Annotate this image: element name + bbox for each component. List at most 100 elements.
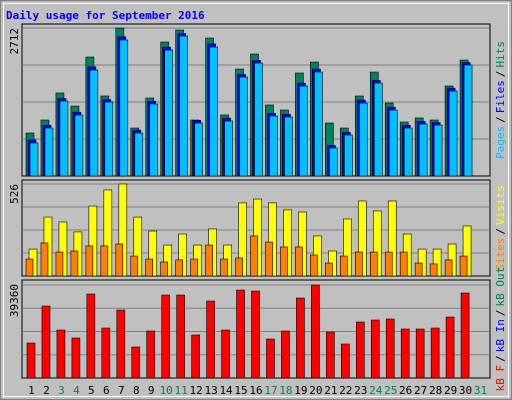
- bar: [280, 246, 288, 277]
- x-tick-label: 14: [219, 384, 233, 397]
- bar: [340, 255, 348, 277]
- x-tick-label: 29: [444, 384, 457, 397]
- x-tick-label: 12: [190, 384, 203, 397]
- legend: kB F / kB In / kB Out: [494, 267, 507, 392]
- bar: [119, 39, 129, 177]
- bar: [206, 300, 215, 379]
- bar: [145, 258, 154, 277]
- x-tick-label: 22: [339, 384, 352, 397]
- bar: [101, 327, 111, 379]
- bar: [149, 103, 159, 177]
- bar: [415, 328, 425, 379]
- bar: [388, 109, 398, 177]
- bar: [40, 242, 49, 277]
- y-max-label: 526: [8, 184, 21, 204]
- bar: [325, 262, 333, 277]
- bar: [358, 102, 368, 177]
- bar: [134, 132, 144, 177]
- bar: [460, 292, 470, 379]
- bar: [220, 258, 228, 277]
- legend-entry: kB Out: [494, 267, 507, 307]
- bar: [70, 250, 79, 277]
- bar: [459, 255, 468, 277]
- bar: [56, 329, 66, 379]
- bar: [444, 259, 453, 277]
- bar: [329, 147, 338, 177]
- bar: [448, 90, 458, 177]
- bar: [235, 257, 243, 277]
- bar: [26, 342, 36, 379]
- bar: [295, 246, 303, 277]
- bar: [59, 100, 69, 177]
- bar: [71, 337, 81, 379]
- bar: [239, 76, 248, 177]
- bar: [281, 330, 290, 379]
- bar: [44, 127, 54, 177]
- bar: [179, 35, 188, 177]
- x-tick-label: 13: [204, 384, 217, 397]
- bar: [191, 334, 200, 379]
- x-tick-label: 21: [324, 384, 337, 397]
- bar: [311, 284, 320, 379]
- bar: [251, 290, 260, 379]
- bar: [205, 244, 213, 277]
- legend-separator: /: [494, 309, 507, 316]
- legend-separator: /: [494, 71, 507, 78]
- bar: [104, 101, 114, 177]
- bar: [284, 116, 293, 177]
- bar: [269, 115, 278, 177]
- bar: [175, 259, 183, 277]
- bar: [400, 328, 410, 379]
- x-tick-label: 26: [399, 384, 412, 397]
- chart-title: Daily usage for September 2016: [6, 9, 205, 22]
- x-tick-label: 15: [234, 384, 247, 397]
- bar: [194, 122, 203, 177]
- bar: [403, 127, 413, 177]
- bar: [399, 251, 408, 277]
- bar: [116, 309, 126, 379]
- x-tick-label: 16: [249, 384, 262, 397]
- legend-separator: /: [494, 228, 507, 235]
- bar: [55, 251, 64, 277]
- bar: [433, 124, 443, 177]
- bar: [429, 263, 438, 277]
- bar: [445, 316, 455, 379]
- bar: [146, 330, 156, 379]
- bar: [224, 120, 233, 177]
- bar: [414, 262, 423, 277]
- bar: [209, 46, 218, 177]
- x-tick-label: 17: [264, 384, 277, 397]
- x-tick-label: 19: [294, 384, 307, 397]
- legend-entry: Sites: [494, 238, 507, 271]
- bar: [86, 293, 96, 379]
- x-tick-label: 25: [384, 384, 397, 397]
- bar: [85, 245, 94, 277]
- x-tick-label: 23: [354, 384, 367, 397]
- legend: Sites / Visits: [494, 185, 507, 271]
- bar: [384, 251, 393, 277]
- bar: [176, 294, 185, 379]
- legend: Pages / Files / Hits: [494, 41, 507, 159]
- bar: [355, 321, 365, 379]
- x-tick-label: 8: [133, 384, 140, 397]
- legend-entry: Visits: [494, 185, 507, 225]
- bar: [418, 123, 428, 177]
- legend-entry: kB F: [494, 365, 507, 392]
- x-tick-label: 28: [429, 384, 442, 397]
- bar: [100, 245, 109, 277]
- bar: [344, 134, 353, 177]
- bar: [314, 71, 323, 177]
- x-tick-label: 6: [103, 384, 110, 397]
- x-tick-label: 20: [309, 384, 322, 397]
- x-tick-label: 27: [414, 384, 427, 397]
- bar: [130, 255, 139, 277]
- bar: [221, 329, 230, 379]
- x-tick-label: 3: [58, 384, 65, 397]
- x-tick-label: 7: [118, 384, 125, 397]
- legend-separator: /: [494, 116, 507, 123]
- bar: [161, 294, 171, 379]
- x-tick-label: 5: [88, 384, 95, 397]
- bar: [29, 142, 39, 177]
- bar: [299, 85, 308, 177]
